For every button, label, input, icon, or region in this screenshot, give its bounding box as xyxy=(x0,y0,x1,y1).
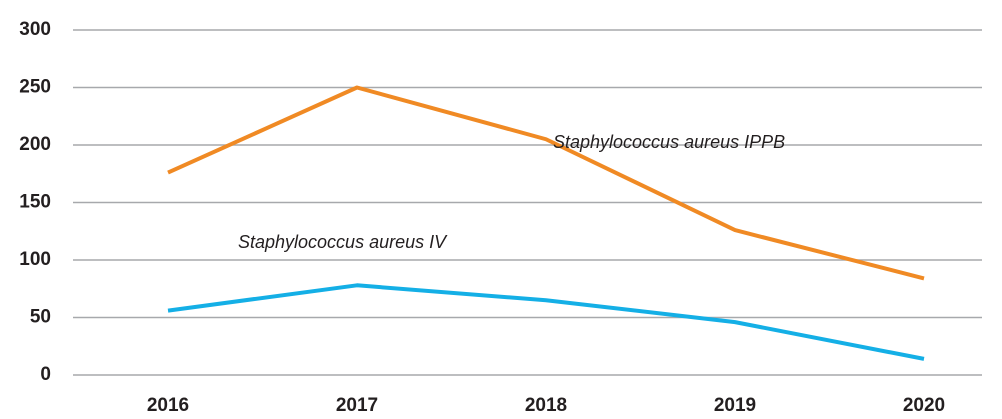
y-tick-label: 250 xyxy=(19,77,51,98)
y-tick-label: 50 xyxy=(30,307,51,328)
series-label: Staphylococcus aureus IPPB xyxy=(553,132,785,152)
series-line xyxy=(167,85,925,281)
y-tick-label: 300 xyxy=(19,19,51,40)
x-tick-label: 2020 xyxy=(903,395,945,416)
x-tick-label: 2018 xyxy=(525,395,567,416)
x-tick-label: 2016 xyxy=(147,395,189,416)
x-tick-label: 2017 xyxy=(336,395,378,416)
series-line xyxy=(167,283,925,361)
x-tick-label: 2019 xyxy=(714,395,756,416)
series-label: Staphylococcus aureus IV xyxy=(238,232,448,252)
y-tick-label: 200 xyxy=(19,134,51,155)
y-tick-label: 100 xyxy=(19,249,51,270)
y-tick-label: 0 xyxy=(40,364,51,385)
y-tick-label: 150 xyxy=(19,192,51,213)
